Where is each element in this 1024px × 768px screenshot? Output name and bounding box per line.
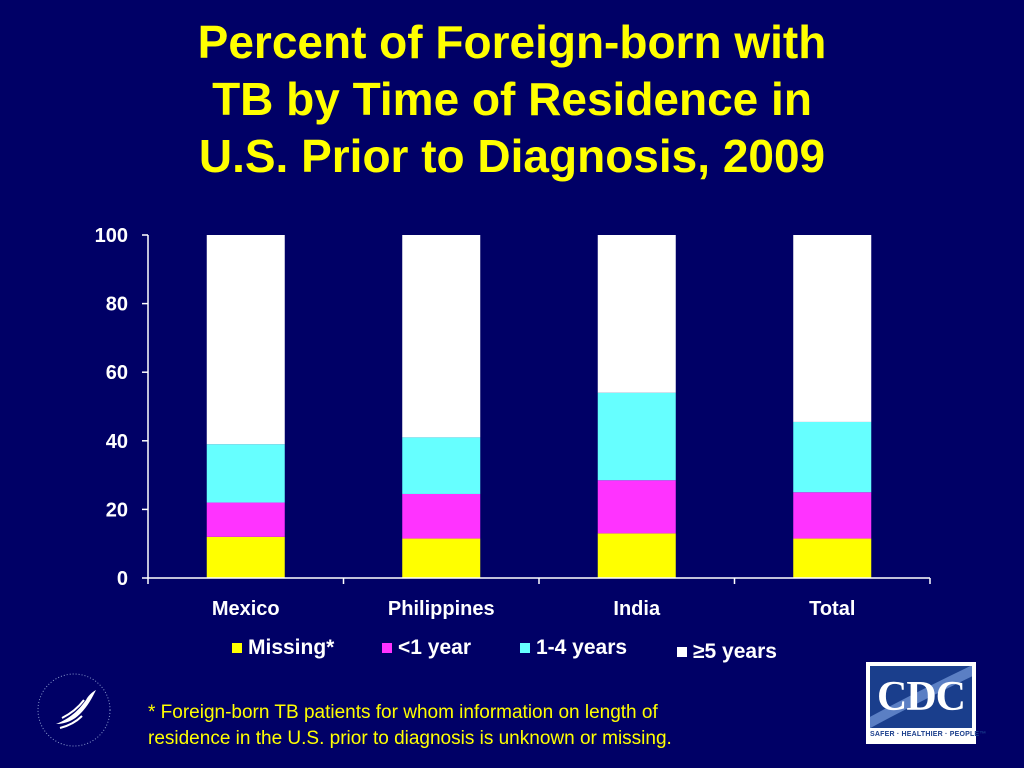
- title-line-2: TB by Time of Residence in: [212, 73, 812, 125]
- bar-mexico-series-3: [206, 235, 285, 445]
- cdc-logo-text: CDC: [877, 674, 966, 720]
- y-tick-label: 20: [106, 499, 128, 521]
- bar-total-series-1: [793, 492, 872, 539]
- legend-item: ≥5 years: [677, 640, 777, 664]
- legend-label: Missing*: [248, 636, 335, 659]
- bar-total-series-0: [793, 538, 872, 578]
- legend-label: 1-4 years: [536, 636, 628, 659]
- y-tick-label: 100: [95, 225, 128, 247]
- footnote-line-1: * Foreign-born TB patients for whom info…: [148, 702, 658, 723]
- title-line-3: U.S. Prior to Diagnosis, 2009: [198, 130, 826, 182]
- cdc-tagline: SAFER · HEALTHIER · PEOPLE™: [870, 731, 987, 738]
- legend-label: <1 year: [398, 636, 471, 659]
- legend-label: ≥5 years: [693, 640, 777, 663]
- bar-total-series-3: [793, 235, 872, 422]
- footnote: * Foreign-born TB patients for whom info…: [148, 700, 828, 752]
- bar-philippines-series-3: [402, 235, 481, 438]
- x-tick-label: Total: [809, 598, 855, 620]
- bar-philippines-series-2: [402, 437, 481, 494]
- cdc-swoosh-icon: [870, 666, 972, 728]
- bar-mexico-series-1: [206, 502, 285, 537]
- bar-mexico-series-0: [206, 536, 285, 578]
- bar-india-series-3: [597, 235, 676, 393]
- legend-swatch: [232, 643, 242, 653]
- legend-swatch: [520, 643, 530, 653]
- stacked-bar-chart: Mexico Philippines India Total 0 20 40 60 80 100: [95, 225, 931, 620]
- bar-total-series-2: [793, 421, 872, 493]
- legend-swatch: [382, 643, 392, 653]
- bar-mexico-series-2: [206, 444, 285, 503]
- bar-philippines-series-0: [402, 538, 481, 578]
- chart-title: Percent of Foreign-born with TB by Time …: [0, 14, 1024, 185]
- y-tick-label: 40: [106, 431, 128, 453]
- x-tick-label: India: [613, 598, 661, 620]
- legend-item: <1 year: [382, 636, 471, 660]
- legend-item: Missing*: [232, 636, 334, 660]
- hhs-eagle-logo-icon: [37, 673, 111, 747]
- y-tick-label: 60: [106, 362, 128, 384]
- y-tick-label: 0: [117, 568, 128, 590]
- bar-india-series-0: [597, 533, 676, 578]
- footnote-line-2: residence in the U.S. prior to diagnosis…: [148, 728, 672, 749]
- x-tick-label: Mexico: [212, 598, 280, 620]
- y-tick-label: 80: [106, 294, 128, 316]
- bar-india-series-1: [597, 480, 676, 534]
- bar-philippines-series-1: [402, 493, 481, 539]
- x-tick-label: Philippines: [388, 598, 495, 620]
- cdc-logo-mark: CDC: [870, 666, 972, 728]
- legend-item: 1-4 years: [520, 636, 627, 660]
- bar-india-series-2: [597, 392, 676, 481]
- cdc-logo: CDC SAFER · HEALTHIER · PEOPLE™: [866, 662, 987, 744]
- title-line-1: Percent of Foreign-born with: [197, 16, 827, 68]
- legend-swatch: [677, 647, 687, 657]
